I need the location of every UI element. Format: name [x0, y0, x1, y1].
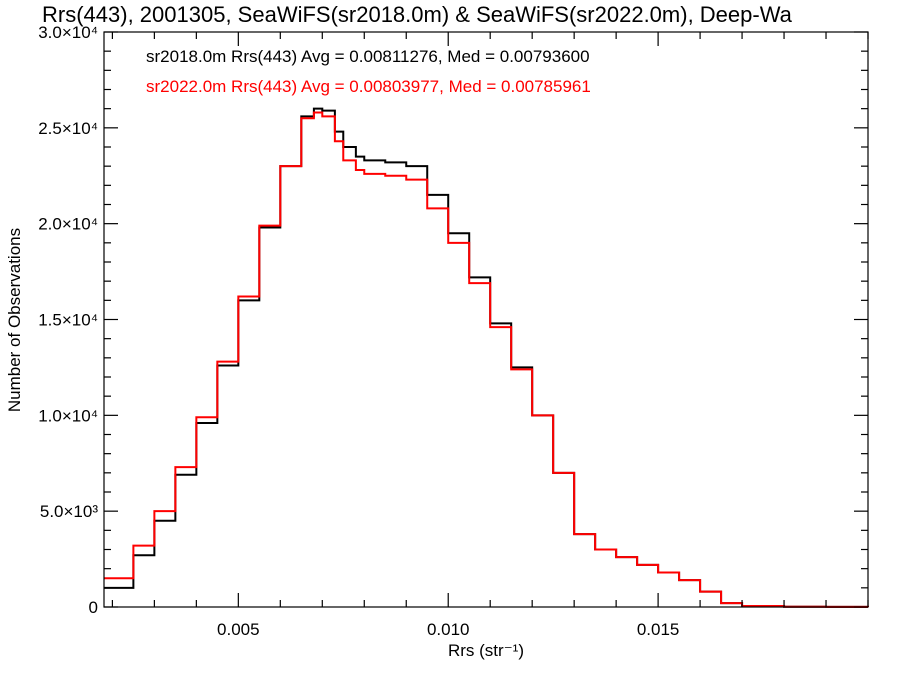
- y-axis-title: Number of Observations: [5, 228, 24, 412]
- y-tick-label: 1.0×10⁴: [38, 406, 98, 425]
- y-tick-label: 5.0×10³: [40, 502, 98, 521]
- x-tick-label: 0.005: [217, 620, 260, 639]
- series-layer: [104, 107, 869, 608]
- x-axis-title: Rrs (str⁻¹): [448, 641, 524, 660]
- y-tick-label: 2.5×10⁴: [38, 119, 98, 138]
- y-tick-label: 3.0×10⁴: [38, 23, 98, 42]
- x-tick-label: 0.010: [427, 620, 470, 639]
- y-tick-label: 2.0×10⁴: [38, 215, 98, 234]
- tick-layer: 0.005 0.010 0.015 0 5.0×10³ 1.0×10⁴ 1.5×10⁴ 2.0…: [38, 23, 869, 639]
- legend-entry-sr2022: sr2022.0m Rrs(443) Avg = 0.00803977, Med…: [146, 77, 591, 96]
- x-tick-label: 0.015: [637, 620, 680, 639]
- y-tick-label: 0: [89, 598, 98, 617]
- series-line-1: [104, 111, 869, 608]
- series-line-0: [104, 107, 869, 608]
- y-tick-label: 1.5×10⁴: [38, 311, 98, 330]
- plot-frame: [103, 31, 869, 608]
- legend-entry-sr2018: sr2018.0m Rrs(443) Avg = 0.00811276, Med…: [146, 47, 590, 66]
- chart-title: Rrs(443), 2001305, SeaWiFS(sr2018.0m) & …: [42, 2, 793, 27]
